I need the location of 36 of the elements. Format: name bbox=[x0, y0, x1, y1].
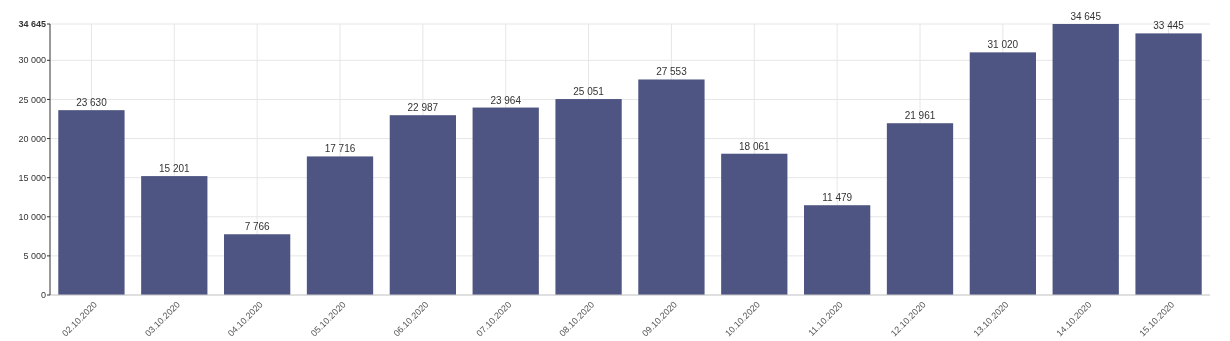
bar bbox=[472, 107, 539, 295]
bar bbox=[224, 234, 291, 295]
bar bbox=[389, 115, 456, 295]
data-label: 21 961 bbox=[904, 110, 936, 122]
bar bbox=[1052, 24, 1119, 295]
data-label: 34 645 bbox=[1070, 11, 1102, 22]
bar bbox=[804, 205, 871, 295]
data-label: 23 630 bbox=[76, 97, 108, 109]
data-label: 18 061 bbox=[738, 140, 771, 152]
y-tick-label: 15 000 bbox=[18, 172, 46, 183]
data-label: 11 479 bbox=[822, 192, 853, 204]
bar bbox=[1135, 33, 1202, 295]
data-label: 27 553 bbox=[656, 66, 688, 78]
data-label: 17 716 bbox=[324, 143, 356, 155]
data-label: 23 964 bbox=[490, 94, 522, 106]
y-tick-label: 30 000 bbox=[18, 55, 46, 66]
data-label: 15 201 bbox=[158, 163, 191, 175]
bar bbox=[721, 153, 788, 295]
y-tick-label: 5 000 bbox=[23, 251, 46, 262]
bar bbox=[306, 156, 374, 295]
y-tick-label: 34 645 bbox=[18, 19, 46, 30]
y-tick-label: 20 000 bbox=[18, 133, 46, 144]
y-tick-label: 0 bbox=[40, 290, 46, 301]
bar bbox=[555, 99, 622, 295]
y-tick-label: 25 000 bbox=[18, 94, 46, 105]
data-label: 33 445 bbox=[1153, 20, 1185, 32]
bar bbox=[58, 110, 125, 295]
bar bbox=[141, 176, 208, 295]
bar bbox=[638, 79, 705, 295]
data-label: 25 051 bbox=[573, 86, 605, 98]
data-label: 22 987 bbox=[407, 102, 439, 114]
data-label: 31 020 bbox=[987, 39, 1019, 51]
bar bbox=[886, 123, 954, 295]
y-tick-label: 10 000 bbox=[18, 211, 46, 222]
data-label: 7 766 bbox=[244, 221, 271, 233]
bar bbox=[969, 52, 1036, 295]
